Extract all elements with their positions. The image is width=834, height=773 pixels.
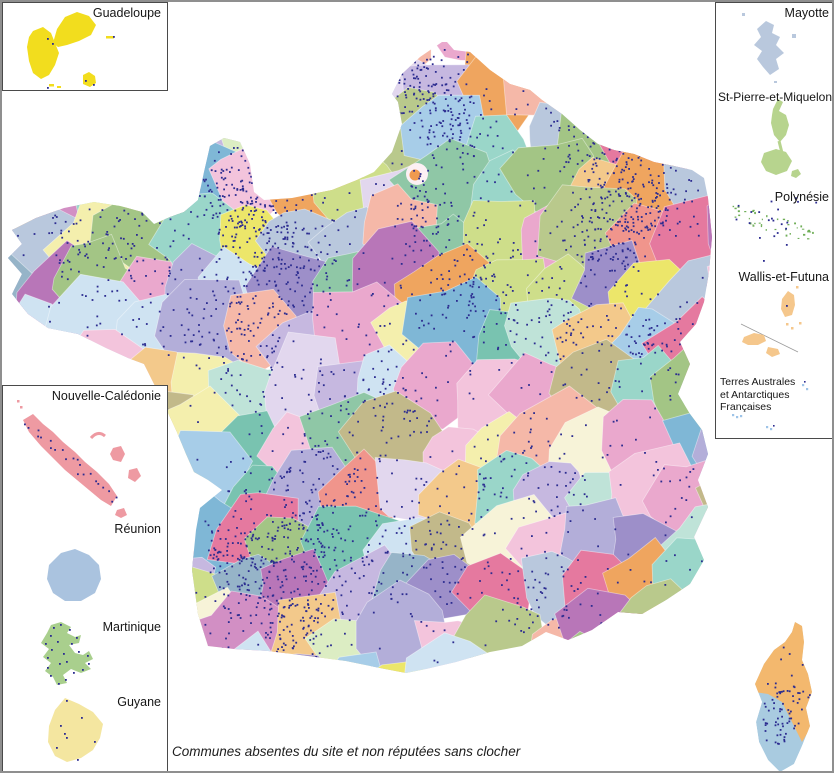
inset-taaf: Terres Australes et Antarctiques Françai… xyxy=(715,372,832,439)
inset-mayotte: Mayotte xyxy=(715,2,832,88)
reunion-map xyxy=(47,549,101,601)
inset-label-guadeloupe: Guadeloupe xyxy=(92,6,161,20)
inset-label-st-pierre-et-miquelon: St-Pierre-et-Miquelon xyxy=(717,90,832,104)
inset-label-guyane: Guyane xyxy=(117,695,161,709)
inset-reunion: Réunion xyxy=(2,519,168,618)
inset-label-taaf: Terres Australes et Antarctiques Françai… xyxy=(720,376,796,414)
inset-guyane: Guyane xyxy=(2,692,168,771)
st-pierre-et-miquelon-map xyxy=(761,99,801,178)
inset-label-mayotte: Mayotte xyxy=(784,6,829,20)
map-caption: Communes absentes du site et non réputée… xyxy=(172,744,521,759)
polynesie-map xyxy=(732,197,818,262)
mayotte-map xyxy=(742,13,796,83)
inset-polynesie: Polynésie xyxy=(715,187,832,268)
inset-st-pierre-et-miquelon: St-Pierre-et-Miquelon xyxy=(715,87,832,188)
inset-label-martinique: Martinique xyxy=(102,620,161,634)
inset-nouvelle-caledonie: Nouvelle-Calédonie xyxy=(2,385,168,520)
inset-guadeloupe: Guadeloupe xyxy=(2,2,168,91)
martinique-map xyxy=(41,622,93,685)
inset-label-wallis-et-futuna: Wallis-et-Futuna xyxy=(738,270,829,284)
inset-martinique: Martinique xyxy=(2,617,168,693)
inset-label-nouvelle-caledonie: Nouvelle-Calédonie xyxy=(51,389,161,403)
guyane-map xyxy=(48,698,103,762)
nouvelle-caledonie-map xyxy=(17,400,141,518)
inset-label-reunion: Réunion xyxy=(114,522,161,536)
wallis-et-futuna-map xyxy=(740,286,802,357)
taaf-map xyxy=(732,381,809,431)
guadeloupe-map xyxy=(27,12,115,89)
inset-wallis-et-futuna: Wallis-et-Futuna xyxy=(715,267,832,373)
inset-label-polynesie: Polynésie xyxy=(774,190,829,204)
